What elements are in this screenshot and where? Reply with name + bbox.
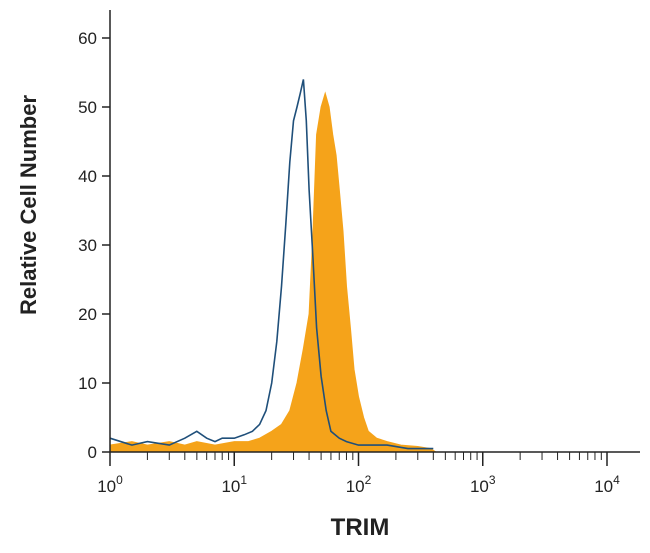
x-tick-label: 102: [346, 473, 372, 496]
y-tick-label: 50: [78, 98, 97, 117]
y-ticks: 0 10 20 30 40 50 60: [78, 29, 110, 462]
plot-area: [109, 79, 438, 453]
y-tick-label: 30: [78, 236, 97, 255]
x-ticks: 100 101 102 103 104: [97, 452, 620, 496]
axes: [109, 10, 640, 453]
series-outline-histogram: [109, 79, 434, 450]
y-axis-title: Relative Cell Number: [16, 95, 41, 316]
y-tick-label: 20: [78, 305, 97, 324]
x-tick-label: 101: [221, 473, 247, 496]
y-tick-label: 0: [88, 443, 97, 462]
series-filled-histogram: [109, 91, 438, 453]
x-tick-label: 103: [470, 473, 496, 496]
y-tick-label: 10: [78, 374, 97, 393]
y-tick-label: 40: [78, 167, 97, 186]
x-tick-label: 100: [97, 473, 123, 496]
x-tick-label: 104: [594, 473, 620, 496]
x-axis-title: TRIM: [331, 514, 390, 541]
y-tick-label: 60: [78, 29, 97, 48]
